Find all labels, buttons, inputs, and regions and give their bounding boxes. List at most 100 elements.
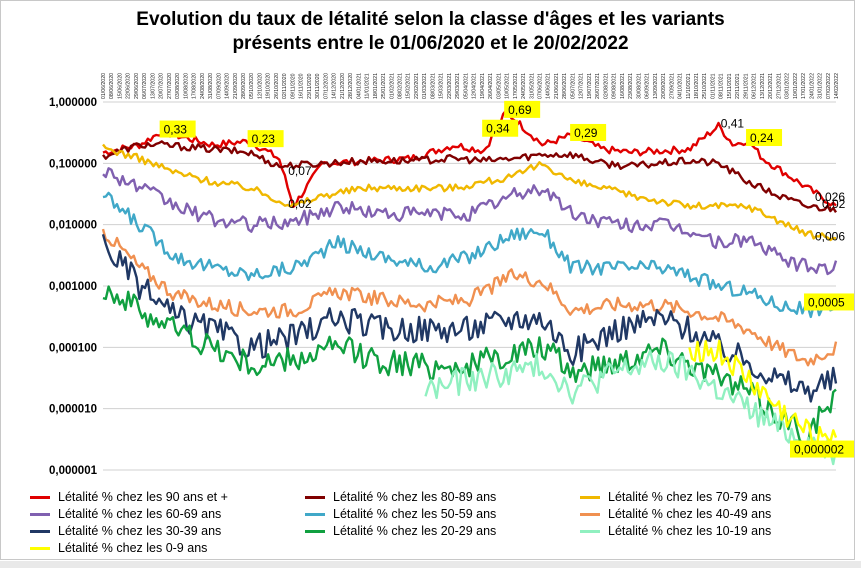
x-tick-label: 04/01/2021 (356, 73, 362, 99)
x-tick-label: 05/04/2021 (463, 73, 469, 99)
legend-swatch (580, 530, 600, 534)
x-tick-label: 27/12/2021 (776, 73, 782, 99)
x-tick-label: 15/02/2021 (406, 73, 412, 99)
chart-title-line1: Evolution du taux de létalité selon la c… (136, 9, 725, 30)
legend-swatch (305, 513, 325, 517)
x-tick-label: 31/05/2021 (529, 73, 535, 99)
x-tick-label: 28/06/2021 (562, 73, 568, 99)
legend-swatch (580, 496, 600, 500)
legend-label: Létalité % chez les 80-89 ans (333, 490, 497, 504)
x-tick-label: 26/07/2021 (595, 73, 601, 99)
x-tick-label: 02/11/2020 (282, 73, 288, 99)
legend-label: Létalité % chez les 30-39 ans (58, 524, 222, 538)
y-tick-label: 1,000000 (49, 97, 97, 109)
x-tick-label: 25/10/2021 (702, 73, 708, 99)
legend-swatch (30, 530, 50, 534)
data-label-box (504, 100, 541, 118)
data-label: 0,006 (815, 229, 845, 243)
data-label-box (790, 440, 854, 458)
x-tick-label: 06/12/2021 (752, 73, 758, 99)
legend-label: Létalité % chez les 20-29 ans (333, 524, 497, 538)
x-tick-label: 20/12/2021 (768, 73, 774, 99)
series-line (102, 140, 838, 213)
data-label: 0,69 (508, 103, 532, 117)
data-label: 0,026 (815, 190, 845, 204)
data-label: 0,29 (574, 126, 598, 140)
legend-item: Létalité % chez les 60-69 ans (30, 506, 221, 522)
x-tick-label: 03/01/2022 (785, 73, 791, 99)
data-label-box (746, 129, 783, 147)
x-tick-label: 19/10/2020 (266, 73, 272, 99)
x-tick-label: 07/09/2020 (216, 73, 222, 99)
x-tick-label: 29/11/2021 (743, 73, 749, 99)
legend-item: Létalité % chez les 30-39 ans (30, 523, 221, 539)
data-label: 0,23 (252, 132, 276, 146)
x-tick-label: 14/06/2021 (546, 73, 552, 99)
x-tick-label: 23/08/2021 (628, 73, 634, 99)
x-tick-label: 28/09/2020 (241, 73, 247, 99)
x-tick-label: 14/02/2022 (834, 73, 840, 99)
x-tick-label: 02/08/2021 (603, 73, 609, 99)
x-tick-label: 21/12/2020 (340, 73, 346, 99)
x-tick-label: 27/07/2020 (167, 73, 173, 99)
x-tick-label: 28/12/2020 (348, 73, 354, 99)
x-tick-label: 23/11/2020 (307, 73, 313, 99)
x-tick-label: 20/09/2021 (661, 73, 667, 99)
y-tick-label: 0,000010 (49, 404, 97, 416)
data-label: 0,24 (750, 131, 774, 145)
chart-frame (0, 0, 855, 560)
series-line (424, 349, 838, 466)
legend-label: Létalité % chez les 60-69 ans (58, 507, 222, 521)
x-tick-label: 01/11/2021 (710, 73, 716, 99)
x-tick-label: 30/08/2021 (636, 73, 642, 99)
chart-title-line2: présents entre le 01/06/2020 et le 20/02… (232, 33, 629, 54)
data-label-box (247, 130, 284, 148)
x-tick-label: 08/11/2021 (719, 73, 725, 99)
series-line (101, 233, 838, 403)
x-tick-label: 10/08/2020 (183, 73, 189, 99)
x-tick-label: 19/04/2021 (480, 73, 486, 99)
x-tick-label: 18/10/2021 (694, 73, 700, 99)
legend-label: Létalité % chez les 0-9 ans (58, 541, 208, 555)
x-tick-label: 01/03/2021 (422, 73, 428, 99)
legend-item: Létalité % chez les 80-89 ans (305, 489, 496, 505)
x-tick-label: 10/05/2021 (505, 73, 511, 99)
data-label: 0,07 (288, 164, 312, 178)
x-tick-label: 19/07/2021 (587, 73, 593, 99)
x-tick-label: 07/12/2020 (323, 73, 329, 99)
data-label: 0,34 (486, 122, 510, 136)
x-tick-label: 22/11/2021 (735, 73, 741, 99)
x-tick-label: 14/12/2020 (332, 73, 338, 99)
x-tick-label: 26/10/2020 (274, 73, 280, 99)
x-tick-label: 03/08/2020 (175, 73, 181, 99)
x-tick-label: 31/08/2020 (208, 73, 214, 99)
x-tick-label: 16/11/2020 (299, 73, 305, 99)
x-tick-label: 17/08/2020 (192, 73, 198, 99)
legend-swatch (30, 496, 50, 500)
chart-title: Evolution du taux de létalité selon la c… (0, 8, 861, 56)
data-label: 0,33 (164, 123, 188, 137)
legend-item: Létalité % chez les 10-19 ans (580, 523, 771, 539)
x-tick-label: 15/06/2020 (117, 73, 123, 99)
x-tick-label: 01/02/2021 (389, 73, 395, 99)
x-tick-label: 05/10/2020 (249, 73, 255, 99)
x-tick-label: 24/01/2022 (809, 73, 815, 99)
x-tick-label: 10/01/2022 (793, 73, 799, 99)
series-line (102, 167, 838, 276)
legend-swatch (30, 513, 50, 517)
x-tick-label: 31/01/2022 (818, 73, 824, 99)
legend-item: Létalité % chez les 70-79 ans (580, 489, 771, 505)
x-tick-label: 12/04/2021 (472, 73, 478, 99)
x-tick-label: 11/01/2021 (365, 73, 371, 99)
legend-item: Létalité % chez les 0-9 ans (30, 540, 207, 556)
y-tick-label: 0,010000 (49, 220, 97, 232)
data-label: 0,0005 (808, 295, 845, 309)
x-tick-label: 24/05/2021 (521, 73, 527, 99)
legend-label: Létalité % chez les 90 ans et + (58, 490, 228, 504)
x-tick-label: 13/12/2021 (760, 73, 766, 99)
x-tick-label: 06/09/2021 (645, 73, 651, 99)
x-tick-label: 09/11/2020 (290, 73, 296, 99)
x-tick-label: 07/02/2022 (826, 73, 832, 99)
x-tick-label: 25/01/2021 (381, 73, 387, 99)
